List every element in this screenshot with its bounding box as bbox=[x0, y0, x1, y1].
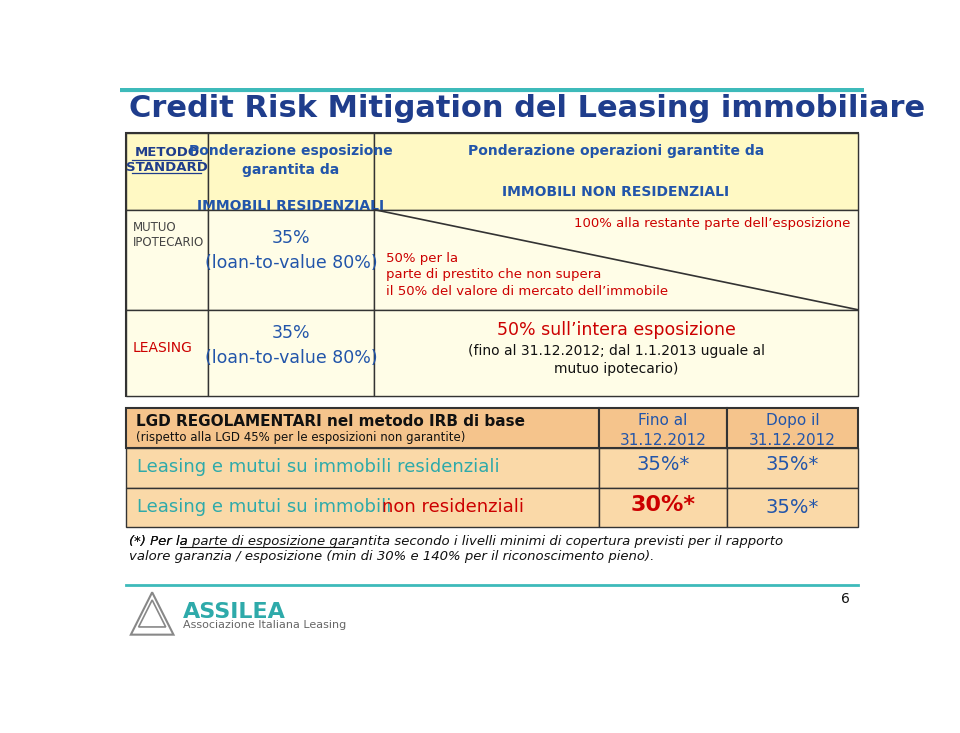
Text: Leasing e mutui su immobili residenziali: Leasing e mutui su immobili residenziali bbox=[137, 458, 499, 476]
Text: 50% sull’intera esposizione: 50% sull’intera esposizione bbox=[496, 320, 735, 339]
Bar bbox=[126, 310, 207, 396]
Bar bbox=[126, 210, 207, 310]
Text: Leasing e mutui su immobili: Leasing e mutui su immobili bbox=[137, 498, 397, 516]
Bar bbox=[727, 487, 858, 527]
Text: 6: 6 bbox=[841, 592, 850, 606]
Text: 35%*: 35%* bbox=[766, 455, 819, 474]
Bar bbox=[207, 310, 374, 396]
Bar bbox=[599, 487, 727, 527]
Text: Ponderazione esposizione
garantita da

IMMOBILI RESIDENZIALI: Ponderazione esposizione garantita da IM… bbox=[189, 144, 393, 213]
Bar bbox=[727, 448, 858, 487]
Text: (*) Per la: (*) Per la bbox=[130, 534, 192, 548]
Text: 30%*: 30%* bbox=[631, 495, 695, 515]
Text: Credit Risk Mitigation del Leasing immobiliare: Credit Risk Mitigation del Leasing immob… bbox=[130, 94, 925, 123]
Bar bbox=[126, 487, 599, 527]
Text: MUTUO
IPOTECARIO: MUTUO IPOTECARIO bbox=[132, 221, 204, 249]
Text: Ponderazione operazioni garantite da

IMMOBILI NON RESIDENZIALI: Ponderazione operazioni garantite da IMM… bbox=[468, 144, 764, 199]
Text: Dopo il
31.12.2012: Dopo il 31.12.2012 bbox=[749, 413, 836, 448]
Text: (fino al 31.12.2012; dal 1.1.2013 uguale al
mutuo ipotecario): (fino al 31.12.2012; dal 1.1.2013 uguale… bbox=[468, 344, 764, 376]
Text: Fino al
31.12.2012: Fino al 31.12.2012 bbox=[619, 413, 707, 448]
Text: 35%
(loan-to-value 80%): 35% (loan-to-value 80%) bbox=[204, 323, 377, 366]
Bar bbox=[126, 133, 858, 396]
Text: non residenziali: non residenziali bbox=[382, 498, 524, 516]
Bar bbox=[126, 133, 207, 210]
Text: 50% per la
parte di prestito che non supera
il 50% del valore di mercato dell’im: 50% per la parte di prestito che non sup… bbox=[386, 252, 668, 298]
Bar bbox=[599, 408, 727, 448]
Bar bbox=[207, 210, 374, 310]
Text: 100% alla restante parte dell’esposizione: 100% alla restante parte dell’esposizion… bbox=[574, 217, 850, 230]
Text: 35%*: 35%* bbox=[636, 455, 689, 474]
Bar bbox=[727, 408, 858, 448]
Bar bbox=[374, 133, 858, 210]
Bar bbox=[207, 133, 374, 210]
Bar bbox=[126, 448, 599, 487]
Text: 35%
(loan-to-value 80%): 35% (loan-to-value 80%) bbox=[204, 229, 377, 272]
Text: Associazione Italiana Leasing: Associazione Italiana Leasing bbox=[182, 620, 346, 630]
Bar bbox=[374, 310, 858, 396]
Bar bbox=[599, 448, 727, 487]
Text: (rispetto alla LGD 45% per le esposizioni non garantite): (rispetto alla LGD 45% per le esposizion… bbox=[135, 430, 465, 443]
Text: LEASING: LEASING bbox=[132, 341, 192, 355]
Text: LGD REGOLAMENTARI nel metodo IRB di base: LGD REGOLAMENTARI nel metodo IRB di base bbox=[135, 413, 524, 429]
Text: (*) Per la parte di esposizione garantita secondo i livelli minimi di copertura : (*) Per la parte di esposizione garantit… bbox=[130, 534, 783, 562]
Text: ASSILEA: ASSILEA bbox=[182, 602, 286, 622]
Text: METODO
STANDARD: METODO STANDARD bbox=[126, 147, 207, 174]
Text: 35%*: 35%* bbox=[766, 498, 819, 517]
Bar bbox=[126, 408, 599, 448]
Bar bbox=[374, 210, 858, 310]
